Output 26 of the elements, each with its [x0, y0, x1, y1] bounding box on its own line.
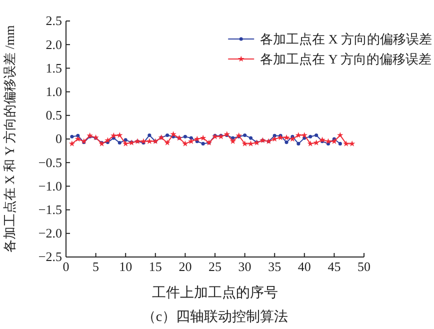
- y-tick-label: −1.0: [38, 178, 62, 194]
- x-tick-label: 30: [238, 259, 252, 274]
- x-tick-label: 25: [208, 259, 222, 274]
- y-tick-label: 1.0: [46, 84, 62, 99]
- legend-label: 各加工点在 X 方向的偏移误差: [260, 32, 432, 47]
- y-tick-label: 2.5: [46, 13, 62, 28]
- y-tick-label: 2.0: [46, 36, 62, 52]
- y-tick-label: −2.5: [38, 249, 62, 264]
- x-tick-label: 15: [148, 259, 162, 274]
- y-tick-label: 0.5: [46, 108, 62, 123]
- y-tick-label: −1.5: [38, 202, 62, 217]
- y-tick-label: 0: [56, 131, 62, 146]
- x-axis-title: 工件上加工点的序号: [152, 285, 278, 301]
- y-tick-label: 1.5: [46, 60, 62, 76]
- y-tick-label: −2.0: [38, 226, 62, 241]
- x-tick-label: 45: [328, 259, 341, 274]
- legend-label: 各加工点在 Y 方向的偏移误差: [260, 52, 432, 67]
- x-tick-label: 5: [92, 259, 100, 274]
- x-tick-label: 35: [268, 259, 282, 274]
- text: （c）四轴联动控制算法: [142, 309, 288, 325]
- x-tick-label: 40: [298, 259, 311, 274]
- y-tick-label: −0.5: [38, 154, 62, 170]
- x-tick-label: 10: [119, 259, 132, 274]
- x-tick-label: 20: [178, 259, 192, 274]
- y-axis-title: 各加工点在 X 和 Y 方向的偏移误差 /mm: [2, 25, 17, 253]
- x-tick-label: 50: [358, 259, 370, 274]
